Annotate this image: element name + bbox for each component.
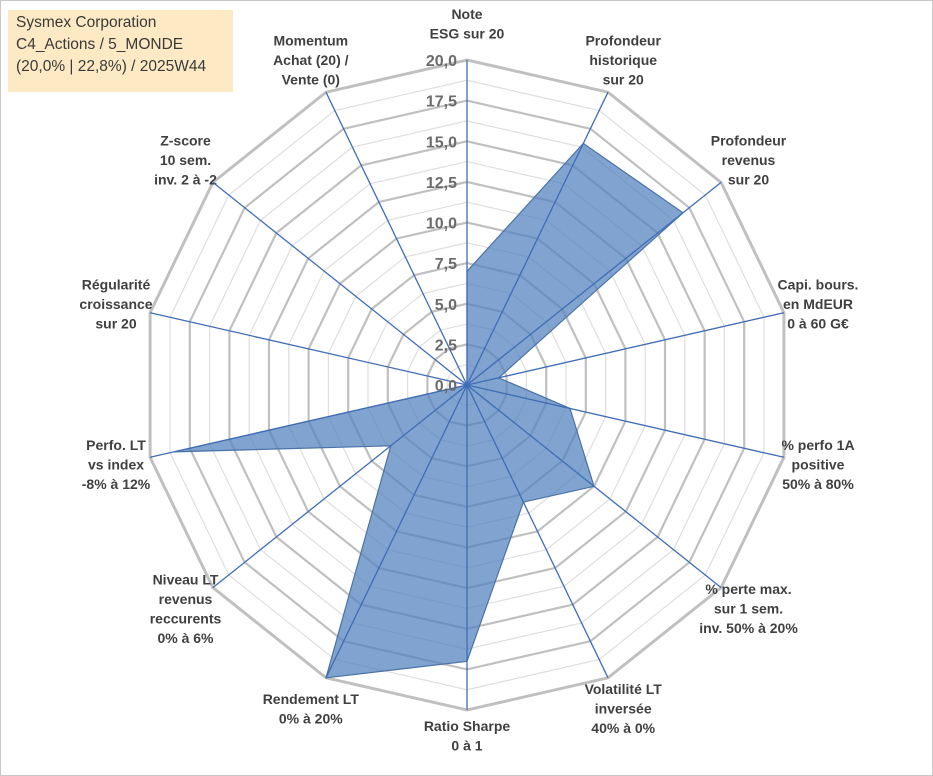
tick-label: 2,5 (435, 337, 457, 354)
tick-label: 17,5 (426, 94, 457, 111)
axis-label-line: revenus (722, 152, 776, 168)
axis-spoke-8 (325, 384, 468, 679)
axis-label-line: -8% à 12% (82, 476, 151, 492)
axis-label-7: Ratio Sharpe 0 à 1 (424, 718, 511, 754)
tick-label: 15,0 (426, 134, 457, 151)
axis-label-line: Niveau LT (153, 572, 219, 588)
axis-label-line: Vente (0) (282, 71, 340, 87)
axis-label-line: Profondeur (711, 132, 787, 148)
axis-label-line: 50% à 80% (782, 476, 854, 492)
axis-label-line: inv. 50% à 20% (699, 620, 798, 636)
axis-label-line: sur 20 (95, 316, 136, 332)
axis-label-line: historique (589, 52, 657, 68)
axis-spoke-2 (466, 181, 722, 386)
axis-label-0: Note ESG sur 20 (430, 6, 505, 42)
axis-spoke-3 (466, 312, 785, 386)
radar-tick-labels: 0,0 2,5 5,0 7,5 10,0 12,5 15,0 17,5 20,0 (426, 53, 457, 395)
axis-label-4: % perfo 1A positive 50% à 80% (781, 437, 854, 492)
title-line-portfolio: C4_Actions / 5_MONDE (16, 36, 184, 53)
axis-label-line: Momentum (273, 32, 348, 48)
axis-label-line: 0 à 1 (451, 738, 482, 754)
axis-spoke-11 (149, 312, 468, 386)
axis-label-line: Ratio Sharpe (424, 718, 511, 734)
axis-spoke-1 (466, 91, 609, 386)
axis-label-12: Z-score 10 sem. inv. 2 à -2 (154, 132, 217, 187)
axis-spoke-5 (466, 384, 722, 589)
axis-label-line: Régularité (82, 277, 151, 293)
axis-label-11: Régularité croissance sur 20 (79, 277, 152, 332)
title-line-company: Sysmex Corporation (16, 14, 157, 31)
radar-axis-labels: Note ESG sur 20 Profondeur historique sur 20… (79, 6, 858, 754)
axis-label-line: Profondeur (585, 32, 661, 48)
axis-label-line: 0% à 20% (279, 710, 343, 726)
axis-spoke-9 (212, 384, 468, 589)
axis-label-line: 10 sem. (160, 152, 211, 168)
tick-label: 10,0 (426, 216, 457, 233)
tick-label: 7,5 (435, 256, 457, 273)
axis-label-3: Capi. bours. en MdEUR 0 à 60 G€ (778, 277, 859, 332)
radar-spokes (149, 60, 785, 710)
axis-label-1: Profondeur historique sur 20 (585, 32, 661, 87)
axis-label-13: Momentum Achat (20) / Vente (0) (273, 32, 349, 87)
axis-label-line: Note (451, 6, 482, 22)
axis-spoke-10 (149, 384, 468, 458)
axis-spoke-4 (466, 384, 785, 458)
axis-label-9: Niveau LT revenus reccurents 0% à 6% (150, 572, 222, 647)
tick-label: 5,0 (435, 297, 457, 314)
axis-label-line: Rendement LT (263, 691, 360, 707)
axis-label-2: Profondeur revenus sur 20 (711, 132, 787, 187)
axis-label-5: % perte max. sur 1 sem. inv. 50% à 20% (699, 581, 798, 636)
axis-label-line: sur 20 (728, 171, 769, 187)
axis-label-line: en MdEUR (783, 296, 853, 312)
axis-label-line: % perfo 1A (781, 437, 854, 453)
axis-label-line: inv. 2 à -2 (154, 171, 217, 187)
axis-label-8: Rendement LT 0% à 20% (263, 691, 360, 727)
axis-label-line: ESG sur 20 (430, 26, 505, 42)
tick-label: 12,5 (426, 175, 457, 192)
axis-label-line: Volatilité LT (585, 681, 663, 697)
axis-label-line: sur 20 (603, 71, 644, 87)
axis-label-line: croissance (79, 296, 152, 312)
axis-label-line: Achat (20) / (273, 52, 349, 68)
axis-label-line: reccurents (150, 611, 222, 627)
axis-spoke-12 (212, 181, 468, 386)
axis-label-6: Volatilité LT inversée 40% à 0% (585, 681, 663, 736)
tick-label: 20,0 (426, 53, 457, 70)
axis-label-line: sur 1 sem. (714, 601, 783, 617)
axis-label-line: Capi. bours. (778, 277, 859, 293)
axis-label-line: vs index (88, 456, 144, 472)
axis-label-line: 0% à 6% (157, 630, 214, 646)
axis-spoke-13 (325, 91, 468, 386)
axis-label-line: revenus (159, 591, 213, 607)
axis-label-line: Perfo. LT (86, 437, 146, 453)
axis-label-10: Perfo. LT vs index -8% à 12% (82, 437, 151, 492)
axis-label-line: 0 à 60 G€ (787, 316, 849, 332)
axis-label-line: inversée (595, 701, 652, 717)
axis-label-line: positive (792, 456, 845, 472)
axis-label-line: % perte max. (705, 581, 791, 597)
chart-title-box: Sysmex Corporation C4_Actions / 5_MONDE … (8, 10, 233, 92)
axis-label-line: 40% à 0% (591, 720, 655, 736)
title-line-performance: (20,0% | 22,8%) / 2025W44 (16, 58, 207, 75)
axis-spoke-6 (466, 384, 609, 679)
tick-label: 0,0 (435, 378, 457, 395)
axis-label-line: Z-score (160, 132, 211, 148)
